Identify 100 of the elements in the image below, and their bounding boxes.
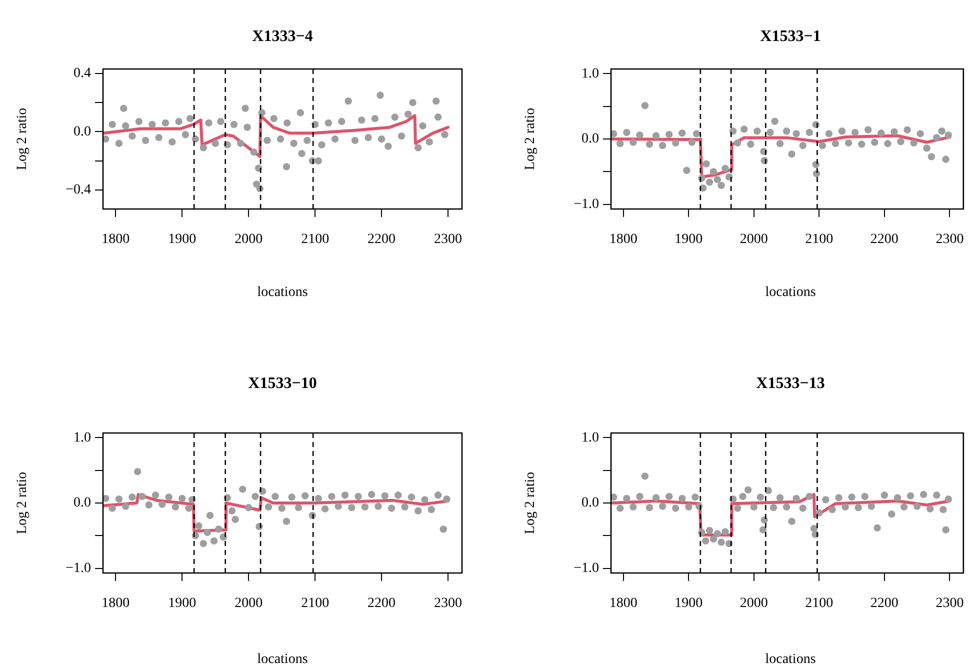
- point: [258, 488, 266, 495]
- point: [178, 494, 186, 502]
- y-tick-label: 0.0: [582, 496, 599, 511]
- x-tick-label: 1800: [102, 232, 130, 248]
- y-tick-label: −1.0: [66, 561, 91, 576]
- point: [158, 500, 166, 508]
- point: [381, 492, 388, 500]
- x-tick-label: 2000: [234, 232, 263, 248]
- point: [172, 503, 180, 511]
- point: [206, 512, 214, 520]
- point: [239, 486, 246, 493]
- point: [278, 504, 286, 512]
- point: [232, 516, 239, 523]
- point: [200, 540, 207, 548]
- y-axis-title: Log 2 ratio: [15, 108, 31, 170]
- point: [264, 503, 272, 511]
- point: [394, 492, 402, 499]
- point: [434, 492, 442, 499]
- x-tick-label: 1900: [168, 596, 196, 612]
- point: [314, 494, 322, 502]
- x-axis-title: locations: [765, 285, 816, 301]
- y-tick-label: 0.0: [74, 496, 91, 511]
- y-tick-label: 0.0: [582, 132, 599, 147]
- y-axis-title: Log 2 ratio: [15, 472, 31, 534]
- chart-title: X1533−1: [760, 28, 821, 46]
- point: [195, 522, 202, 530]
- point: [204, 528, 211, 536]
- chart-title: X1333−4: [252, 28, 313, 46]
- point: [244, 504, 252, 512]
- x-tick-label: 2200: [368, 232, 396, 248]
- point: [282, 518, 290, 525]
- y-tick-label: −1.0: [574, 561, 599, 576]
- point: [328, 492, 336, 500]
- point: [341, 492, 349, 499]
- y-tick-label: 1.0: [582, 66, 599, 82]
- x-axis-title: locations: [257, 652, 308, 668]
- point: [440, 526, 447, 533]
- point: [414, 507, 422, 514]
- y-tick-label: 0.4: [74, 66, 91, 82]
- point: [443, 495, 450, 503]
- y-tick-label: −0.4: [66, 182, 91, 198]
- point: [134, 468, 142, 476]
- x-tick-label: 2300: [434, 232, 462, 248]
- x-tick-label: 2300: [434, 596, 462, 612]
- x-tick-label: 2000: [740, 232, 768, 248]
- point: [302, 492, 309, 500]
- point: [185, 504, 192, 512]
- point: [108, 504, 116, 512]
- point: [294, 504, 302, 512]
- point: [321, 505, 329, 512]
- x-tick-label: 2300: [936, 596, 964, 612]
- x-tick-label: 1900: [168, 232, 196, 248]
- x-tick-label: 2200: [870, 232, 898, 248]
- x-tick-label: 1900: [674, 596, 703, 612]
- y-axis-title: Log 2 ratio: [523, 472, 539, 534]
- x-tick-label: 2100: [805, 596, 834, 612]
- x-tick-label: 2000: [740, 596, 768, 612]
- x-tick-label: 2100: [805, 232, 834, 248]
- x-tick-label: 2100: [301, 596, 330, 612]
- point: [388, 504, 396, 512]
- point: [252, 492, 259, 500]
- chart-title: X1533−13: [756, 375, 825, 393]
- point: [428, 506, 436, 514]
- x-tick-label: 2000: [234, 596, 263, 612]
- point: [348, 504, 356, 512]
- x-tick-label: 2300: [936, 232, 964, 248]
- point: [368, 490, 376, 498]
- point: [374, 502, 382, 510]
- point: [210, 537, 218, 545]
- point: [215, 526, 222, 533]
- point: [421, 496, 428, 504]
- y-tick-label: 1.0: [74, 430, 91, 446]
- point: [115, 495, 123, 503]
- x-tick-label: 1800: [102, 596, 130, 612]
- x-tick-label: 2100: [301, 232, 330, 248]
- point: [228, 507, 236, 514]
- y-tick-label: 1.0: [582, 430, 599, 446]
- x-tick-label: 2200: [870, 596, 898, 612]
- x-axis-title: locations: [765, 652, 816, 668]
- x-tick-label: 2200: [368, 596, 396, 612]
- point: [165, 494, 172, 501]
- point: [361, 503, 369, 511]
- point: [145, 501, 152, 509]
- point: [408, 494, 416, 501]
- point: [334, 502, 342, 510]
- x-axis-title: locations: [257, 285, 308, 301]
- point: [401, 503, 408, 511]
- y-axis-title: Log 2 ratio: [523, 108, 539, 170]
- x-tick-label: 1800: [609, 232, 638, 248]
- x-tick-label: 1800: [609, 596, 638, 612]
- chart-title: X1533−10: [248, 375, 317, 393]
- point: [128, 494, 136, 501]
- y-tick-label: −1.0: [574, 197, 599, 212]
- point: [122, 502, 130, 510]
- point: [138, 492, 146, 500]
- point: [152, 492, 160, 499]
- point: [272, 492, 279, 500]
- point: [103, 494, 110, 502]
- x-tick-label: 1900: [674, 232, 703, 248]
- point: [354, 492, 362, 500]
